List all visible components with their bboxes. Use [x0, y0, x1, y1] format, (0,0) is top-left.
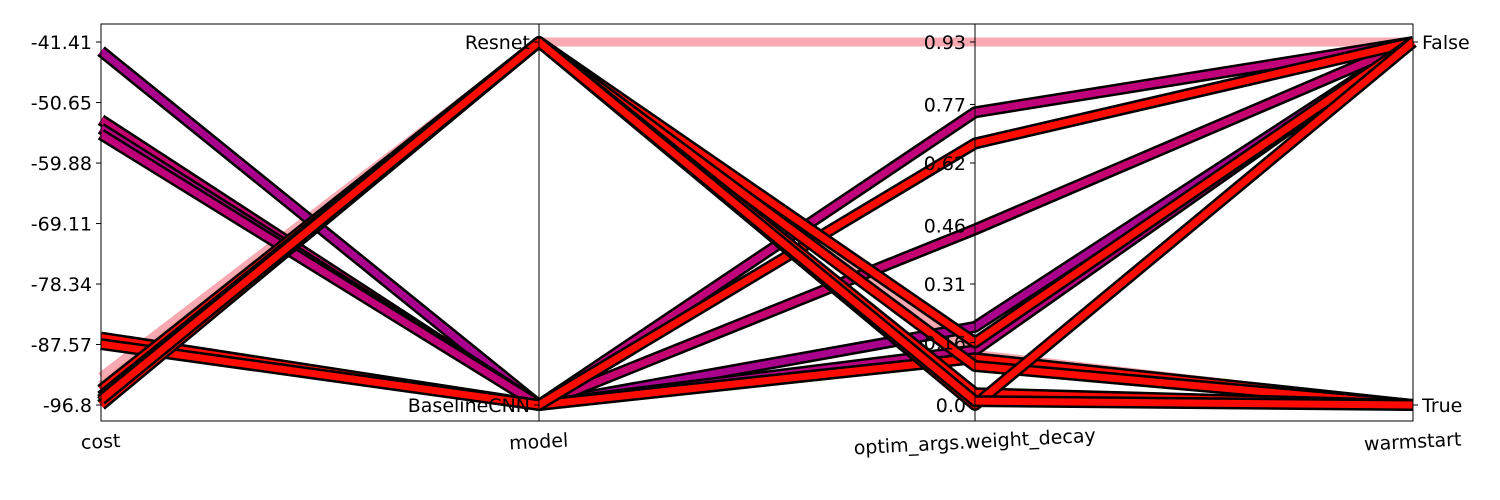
data-line-path — [100, 38, 1414, 409]
tick-label: True — [1421, 395, 1462, 417]
tick-label: 0.77 — [924, 94, 966, 116]
data-line — [100, 36, 1415, 411]
tick-label: -41.41 — [31, 32, 92, 54]
tick-label: -59.88 — [31, 153, 92, 175]
tick-label: 0.46 — [924, 215, 966, 237]
tick-label: -69.11 — [31, 214, 92, 236]
data-line-path — [98, 38, 1414, 409]
tick-label: 0.93 — [924, 32, 966, 54]
axis-label: warmstart — [1363, 428, 1461, 455]
tick-label: False — [1422, 32, 1470, 54]
tick-label: -87.57 — [31, 335, 92, 357]
tick-label: -96.8 — [43, 395, 92, 417]
tick-label: BaselineCNN — [408, 395, 530, 417]
tick-label: -50.65 — [31, 93, 92, 115]
data-line — [97, 36, 1414, 411]
axis-label: optim_args.weight_decay — [853, 425, 1096, 460]
tick-label: 0.62 — [924, 153, 966, 175]
tick-label: 0.16 — [924, 333, 966, 355]
tick-label: 0.0 — [936, 395, 966, 417]
frame-layer — [100, 23, 1414, 422]
labels-layer: -41.41 -50.65 -59.88 -69.11 -78.34 -87.57 -96.… — [31, 32, 1470, 459]
data-line-path — [99, 38, 1414, 409]
tick-label: 0.31 — [924, 274, 966, 296]
tick-label: Resnet — [465, 32, 530, 54]
tick-label: -78.34 — [31, 274, 92, 296]
axis-label: cost — [80, 430, 121, 454]
axis-label: model — [509, 429, 569, 454]
lines-layer — [97, 36, 1417, 411]
data-line — [97, 36, 1414, 411]
